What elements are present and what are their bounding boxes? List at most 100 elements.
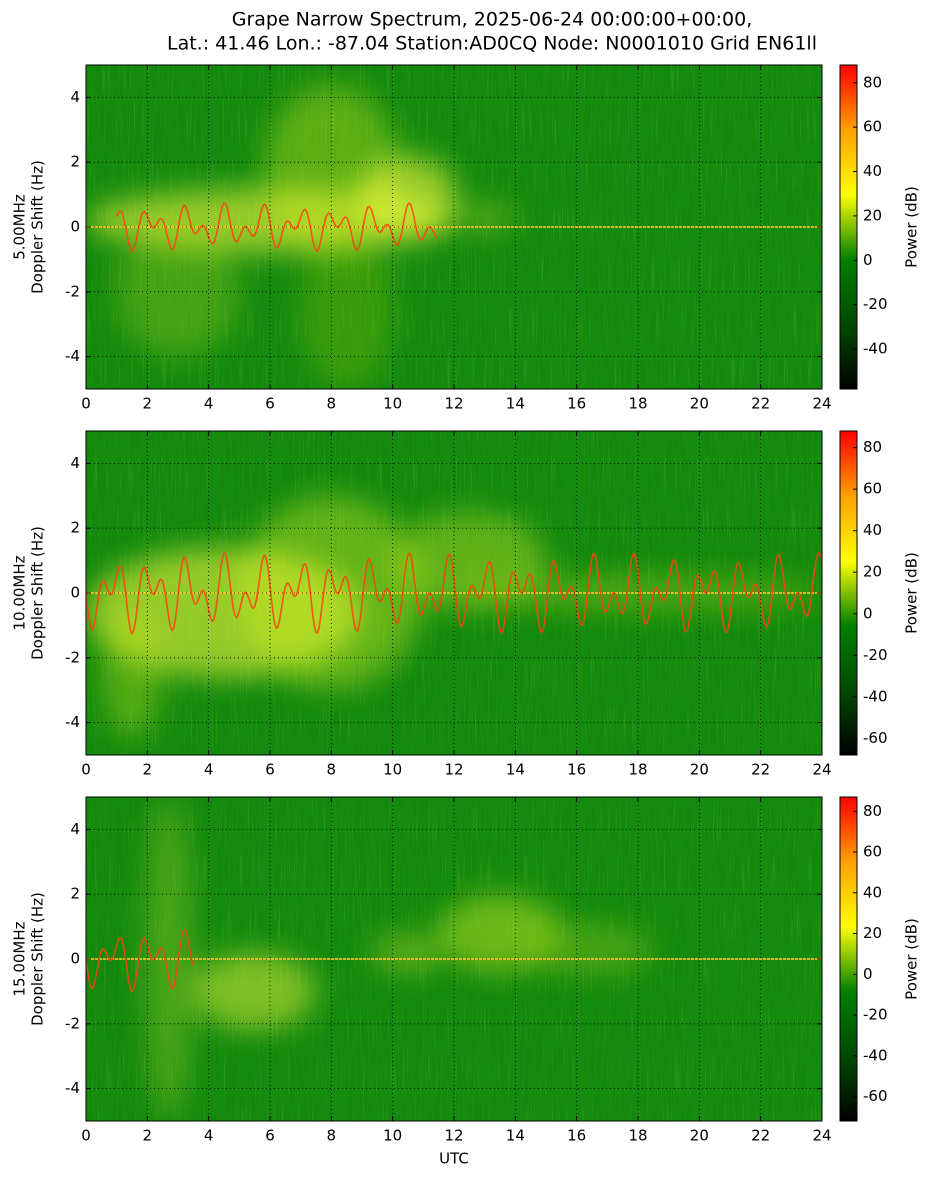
colorbar-tick-label: 20: [863, 563, 882, 581]
x-tick-label: 2: [143, 395, 153, 413]
colorbar-tick-label: 40: [863, 162, 882, 180]
colorbar-label: Power (dB): [903, 552, 921, 634]
x-tick-label: 12: [444, 395, 463, 413]
colorbar-tick-label: -40: [863, 340, 888, 358]
x-tick-label: 10: [383, 395, 402, 413]
chart-title: Grape Narrow Spectrum, 2025-06-24 00:00:…: [232, 9, 753, 31]
x-tick-label: 8: [327, 395, 337, 413]
glow: [454, 204, 516, 231]
colorbar: [839, 64, 858, 390]
x-tick-label: 18: [628, 761, 647, 779]
glow: [300, 227, 393, 389]
colorbar-tick-label: 40: [863, 883, 882, 901]
y-tick-label: 4: [70, 454, 80, 472]
colorbar-tick-label: 40: [863, 521, 882, 539]
x-tick-label: 14: [506, 1127, 525, 1145]
y-tick-label: 0: [70, 584, 80, 602]
x-tick-label: 12: [444, 761, 463, 779]
y-tick-label: 2: [70, 153, 80, 171]
y-tick-label: 0: [70, 950, 80, 968]
x-tick-label: 4: [204, 1127, 214, 1145]
x-tick-label: 4: [204, 761, 214, 779]
y-tick-label: 4: [70, 820, 80, 838]
glow: [371, 933, 445, 972]
x-tick-label: 14: [506, 395, 525, 413]
x-tick-label: 16: [567, 1127, 586, 1145]
glow: [358, 155, 458, 234]
colorbar-label: Power (dB): [903, 186, 921, 268]
x-tick-label: 6: [265, 1127, 275, 1145]
colorbar-tick-label: -20: [863, 295, 888, 313]
colorbar-tick-label: 0: [863, 251, 873, 269]
colorbar-tick-label: 0: [863, 604, 873, 622]
colorbar-tick-label: -40: [863, 1046, 888, 1064]
x-tick-label: 18: [628, 1127, 647, 1145]
x-tick-label: 18: [628, 395, 647, 413]
y-axis-label: Doppler Shift (Hz): [29, 160, 47, 294]
glow: [193, 952, 316, 1031]
colorbar-tick-label: -20: [863, 1006, 888, 1024]
chart-title: Lat.: 41.46 Lon.: -87.04 Station:AD0CQ N…: [167, 33, 817, 55]
colorbar-tick-label: 80: [863, 802, 882, 820]
x-tick-label: 0: [81, 761, 91, 779]
x-tick-label: 8: [327, 1127, 337, 1145]
x-tick-label: 20: [690, 395, 709, 413]
colorbar-tick-label: -60: [863, 729, 888, 747]
x-tick-label: 0: [81, 395, 91, 413]
x-tick-label: 24: [812, 395, 831, 413]
x-tick-label: 22: [751, 1127, 770, 1145]
colorbar-label: Power (dB): [903, 918, 921, 1000]
x-tick-label: 16: [567, 395, 586, 413]
y-axis-label: Doppler Shift (Hz): [29, 526, 47, 660]
x-tick-label: 14: [506, 761, 525, 779]
plot-frame: [85, 430, 823, 756]
y-tick-label: 4: [70, 88, 80, 106]
y-tick-label: 2: [70, 519, 80, 537]
x-tick-label: 2: [143, 761, 153, 779]
colorbar-tick-label: 20: [863, 924, 882, 942]
x-tick-label: 8: [327, 761, 337, 779]
glow: [101, 609, 163, 739]
colorbar-tick-label: 0: [863, 965, 873, 983]
colorbar-tick-label: -40: [863, 687, 888, 705]
x-tick-label: 10: [383, 1127, 402, 1145]
glow: [438, 894, 562, 972]
colorbar-tick-label: -20: [863, 646, 888, 664]
colorbar-tick-label: 20: [863, 206, 882, 224]
plot-frame: [85, 64, 823, 390]
y-tick-label: -4: [65, 1079, 80, 1097]
x-tick-label: 22: [751, 395, 770, 413]
x-tick-label: 0: [81, 1127, 91, 1145]
y-tick-label: -4: [65, 347, 80, 365]
colorbar: [839, 430, 858, 756]
spectrogram-glow: [144, 797, 654, 1121]
x-tick-label: 4: [204, 395, 214, 413]
y-axis-label: Doppler Shift (Hz): [29, 892, 47, 1026]
y-tick-label: -4: [65, 713, 80, 731]
y-tick-label: 2: [70, 885, 80, 903]
colorbar-tick-label: 60: [863, 480, 882, 498]
colorbar-tick-label: 60: [863, 118, 882, 136]
x-tick-label: 20: [690, 1127, 709, 1145]
plot-frame: [85, 796, 823, 1122]
x-tick-label: 10: [383, 761, 402, 779]
doppler-trace: [86, 928, 195, 993]
y-tick-label: 0: [70, 218, 80, 236]
x-tick-label: 20: [690, 761, 709, 779]
colorbar-tick-label: 80: [863, 73, 882, 91]
x-tick-label: 22: [751, 761, 770, 779]
x-tick-label: 12: [444, 1127, 463, 1145]
x-axis-label: UTC: [439, 1150, 469, 1168]
y-axis-label: 15.00MHz: [11, 921, 29, 996]
x-tick-label: 16: [567, 761, 586, 779]
y-tick-label: -2: [65, 282, 80, 300]
y-axis-label: 5.00MHz: [11, 194, 29, 260]
doppler-trace: [115, 201, 438, 253]
y-axis-label: 10.00MHz: [11, 555, 29, 630]
colorbar-tick-label: -60: [863, 1087, 888, 1105]
glow: [530, 923, 654, 976]
x-tick-label: 24: [812, 1127, 831, 1145]
y-tick-label: -2: [65, 648, 80, 666]
colorbar: [839, 796, 858, 1122]
